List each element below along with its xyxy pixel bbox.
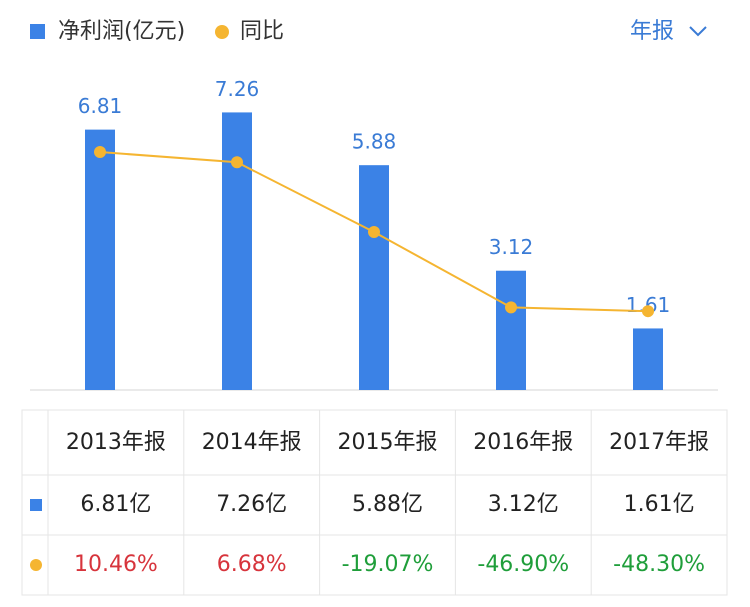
table-header: 2014年报: [202, 430, 302, 455]
bar-label: 5.88: [352, 130, 397, 154]
row-swatch: [30, 559, 42, 571]
line-marker: [231, 156, 243, 169]
line-marker: [505, 301, 517, 314]
bar: [359, 165, 389, 390]
bar: [633, 328, 663, 390]
table-header: 2017年报: [609, 430, 709, 455]
line-marker: [642, 305, 654, 318]
bar: [85, 129, 115, 390]
line-marker: [94, 146, 106, 159]
table-cell: 1.61亿: [624, 492, 695, 517]
bar: [496, 270, 526, 390]
table-header: 2016年报: [473, 430, 573, 455]
bar-label: 3.12: [489, 235, 534, 259]
line-marker: [368, 226, 380, 239]
table-cell: -46.90%: [477, 552, 569, 577]
table-cell: 6.68%: [217, 552, 287, 577]
table-cell: 5.88亿: [352, 492, 423, 517]
period-dropdown[interactable]: 年报: [630, 19, 707, 44]
table-cell: 7.26亿: [216, 492, 287, 517]
table-cell: -48.30%: [613, 552, 705, 577]
table-frame: [21, 409, 728, 596]
bar-label: 6.81: [78, 94, 123, 118]
legend-swatch: [215, 25, 229, 39]
bar-label: 7.26: [215, 77, 260, 101]
table-cell: 10.46%: [74, 552, 158, 577]
legend-label: 同比: [240, 19, 284, 44]
legend-label: 净利润(亿元): [58, 19, 185, 44]
table-cell: 6.81亿: [80, 492, 151, 517]
bar: [222, 112, 252, 390]
row-swatch: [30, 499, 42, 511]
dropdown-label[interactable]: 年报: [630, 19, 674, 44]
dropdown-chevron[interactable]: [689, 26, 707, 37]
table-cell: 3.12亿: [488, 492, 559, 517]
legend-swatch: [30, 24, 45, 39]
table-header: 2015年报: [338, 430, 438, 455]
table-cell: -19.07%: [342, 552, 434, 577]
table-header: 2013年报: [66, 430, 166, 455]
